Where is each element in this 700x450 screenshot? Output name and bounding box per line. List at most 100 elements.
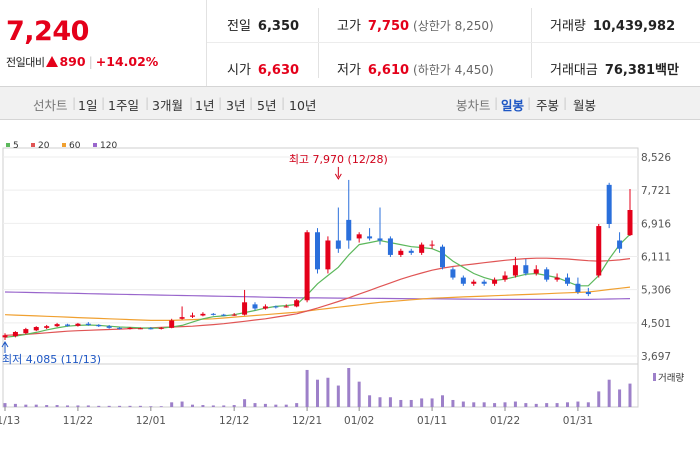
candle-daily[interactable]: 일봉 (501, 98, 525, 113)
volume-bar (618, 389, 622, 407)
volume-bar (430, 398, 434, 407)
candle-body (210, 313, 216, 315)
plot-frame (2, 147, 639, 408)
candle-body (96, 324, 102, 327)
volume-bar (66, 405, 69, 407)
candle-body (294, 300, 300, 307)
candle-weekly[interactable]: 주봉 (536, 98, 560, 113)
period-1w[interactable]: 1주일 (108, 98, 139, 113)
candle-body (85, 323, 91, 325)
candle-body (137, 328, 143, 330)
low-annotation: 최저 4,085 (11/13) (2, 353, 101, 366)
candle-body (335, 240, 341, 249)
x-tick-label: 01/02 (344, 415, 374, 427)
period-1d[interactable]: 1일 (78, 98, 98, 113)
candle-body (273, 306, 279, 308)
volume-bar (378, 397, 382, 407)
legend-entry: 60 (69, 141, 81, 151)
legend-swatch (6, 143, 10, 147)
candle-body (575, 283, 581, 293)
volume-bar (409, 399, 413, 407)
volume-bar (420, 398, 424, 407)
volume-bar (138, 405, 142, 407)
candle-body (460, 277, 466, 284)
volume-bar (628, 383, 632, 407)
y-tick-label: 7,721 (641, 185, 671, 197)
low-value: 6,610 (367, 63, 410, 78)
lower-limit: (하한가 4,450) (413, 63, 494, 77)
candle-body (252, 304, 258, 309)
candle-body (606, 184, 612, 225)
change-percent: +14.02% (95, 54, 159, 69)
candle-body (23, 329, 29, 334)
volume-bar (55, 405, 59, 407)
candle-body (304, 232, 310, 301)
candle-body (231, 314, 237, 316)
candle-body (585, 292, 591, 295)
divider: | (145, 95, 150, 110)
chart-toolbar: 선차트 | 1일 | 1주일 | 3개월 | 1년 | 3년 | 5년 | 10… (0, 87, 700, 120)
volume-bar (149, 406, 153, 407)
volume-bar (326, 377, 330, 407)
volume-bar (201, 405, 205, 407)
candle-body (75, 323, 81, 326)
candle-body (65, 324, 70, 326)
candle-body (533, 269, 539, 274)
divider: | (249, 95, 254, 110)
divider (531, 8, 532, 78)
volume-bar (170, 402, 174, 407)
x-tick-label: 11/22 (63, 415, 93, 427)
change-amount: 890 (59, 54, 86, 69)
candle-body (523, 265, 529, 274)
candle-body (117, 327, 123, 329)
period-10y[interactable]: 10년 (289, 98, 317, 113)
x-tick-label: 11/13 (0, 415, 20, 427)
volume-bar (222, 405, 226, 407)
volume-bar (128, 405, 132, 407)
volume-bar (13, 403, 17, 407)
candle-body (127, 327, 133, 329)
price-chart: 8,526 7,721 6,916 6,111 5,306 4,501 3,697 11/13… (0, 141, 684, 427)
ma20-line (4, 257, 631, 336)
candle-body (565, 277, 570, 284)
volume-bar (461, 401, 465, 407)
open-label: 시가 (227, 63, 251, 78)
volume-bar (263, 403, 267, 407)
legend-swatch (31, 143, 35, 147)
current-price: 7,240 (6, 16, 89, 47)
period-5y[interactable]: 5년 (257, 98, 277, 113)
candle-body (492, 279, 498, 284)
candle-body (33, 327, 39, 331)
high-annotation: 최고 7,970 (12/28) (289, 153, 388, 166)
high-arrow-icon (334, 173, 342, 180)
divider: | (88, 54, 93, 69)
candle-body (54, 324, 60, 327)
candle-body (596, 226, 602, 276)
volume-legend-swatch (653, 373, 656, 381)
trading-value-label: 거래대금 (550, 63, 598, 78)
candle-body (148, 328, 154, 330)
volume-bar (86, 405, 90, 407)
candle-body (158, 327, 164, 329)
volume-bar (34, 404, 38, 407)
divider (207, 42, 700, 43)
period-1y[interactable]: 1년 (195, 98, 215, 113)
period-3m[interactable]: 3개월 (152, 98, 183, 113)
volume-bar (493, 403, 497, 407)
volume-bar (388, 397, 392, 407)
volume-bar (451, 399, 455, 407)
prev-close: 전일 6,350 (227, 15, 299, 34)
volume-bar (566, 402, 569, 407)
price-change: 전일대비 890 | +14.02% (6, 54, 158, 70)
candle-body (169, 320, 175, 328)
volume-bar (576, 401, 580, 407)
volume-bar (232, 405, 236, 407)
trading-value-unit: 백만 (655, 63, 679, 78)
high-value: 7,750 (367, 19, 410, 34)
divider: | (281, 95, 286, 110)
prev-close-label: 전일 (227, 19, 251, 34)
candle-monthly[interactable]: 월봉 (573, 98, 597, 113)
x-tick-label: 12/12 (219, 415, 249, 427)
period-3y[interactable]: 3년 (226, 98, 246, 113)
y-tick-label: 6,916 (641, 218, 671, 230)
